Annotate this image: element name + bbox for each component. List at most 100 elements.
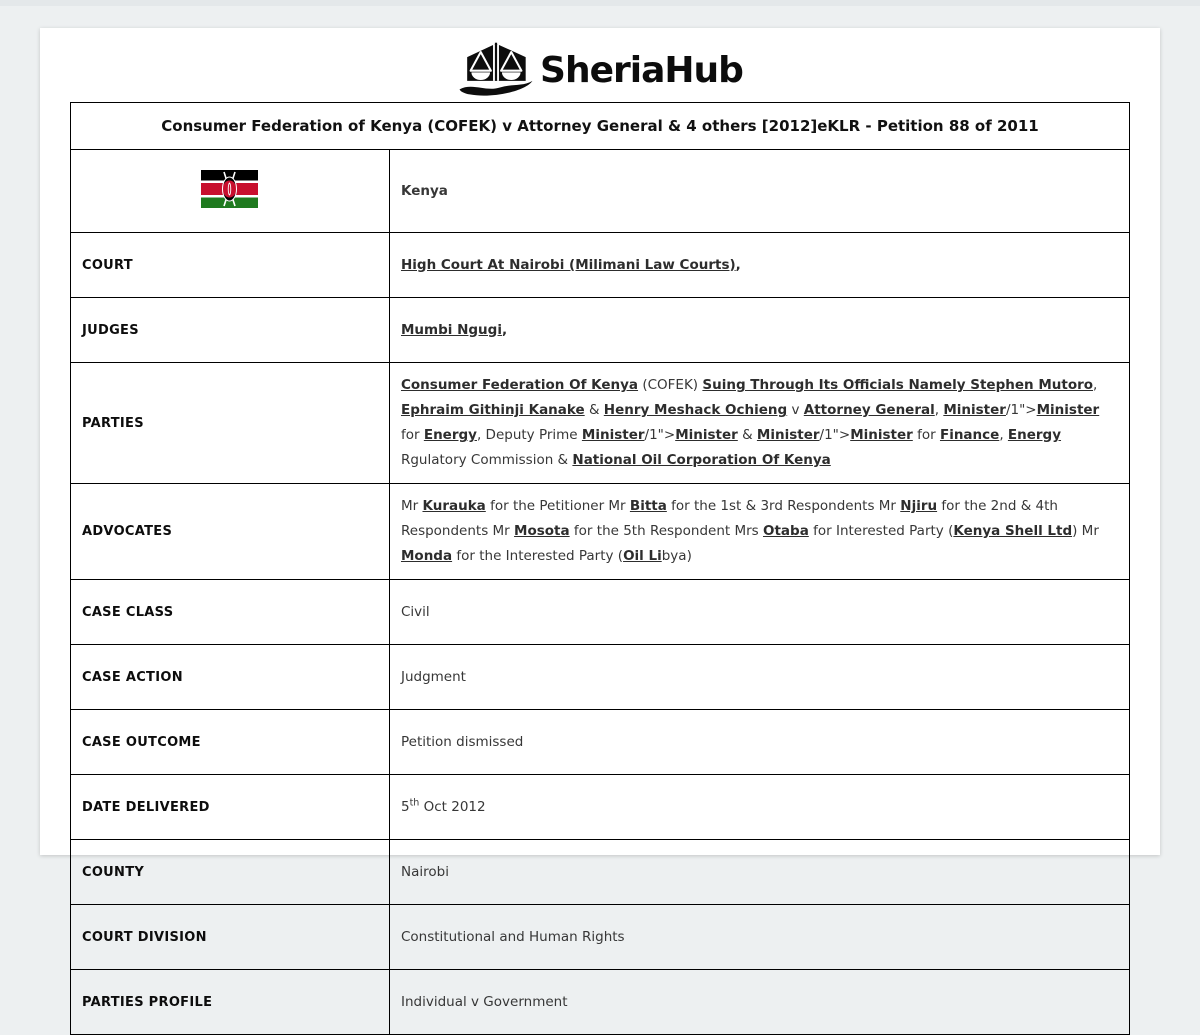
row-label: PARTIES xyxy=(69,362,390,484)
value-link[interactable]: Monda xyxy=(400,548,453,564)
value-text: for the 1st & 3rd Respondents Mr xyxy=(666,498,901,514)
bold-text: , xyxy=(501,321,508,338)
value-link[interactable]: Minister xyxy=(943,402,1006,418)
bold-text: , xyxy=(735,256,741,273)
value-text: for xyxy=(400,427,424,443)
row-value: High Court At Nairobi (Milimani Law Cour… xyxy=(388,232,1131,298)
value-link[interactable]: Consumer Federation Of Kenya xyxy=(400,377,639,393)
row-value: Individual v Government xyxy=(388,969,1131,1035)
table-row-court-division: COURT DIVISION Constitutional and Human R… xyxy=(69,904,1131,970)
row-label: COUNTY xyxy=(69,839,390,905)
row-label: JUDGES xyxy=(69,297,390,363)
value-link[interactable]: National Oil Corporation Of Kenya xyxy=(572,452,831,468)
row-value: Consumer Federation Of Kenya (COFEK) Sui… xyxy=(388,362,1131,484)
value-text: Oct 2012 xyxy=(419,798,486,815)
table-row-case-outcome: CASE OUTCOME Petition dismissed xyxy=(69,709,1131,775)
value-text: for Interested Party ( xyxy=(808,523,954,539)
row-value: Mumbi Ngugi, xyxy=(388,297,1131,363)
country-row: Kenya xyxy=(69,149,1131,233)
row-label: CASE ACTION xyxy=(69,644,390,710)
case-title-row: Consumer Federation of Kenya (COFEK) v A… xyxy=(69,102,1131,150)
value-link[interactable]: Energy xyxy=(1007,427,1062,443)
table-row-parties-profile: PARTIES PROFILE Individual v Government xyxy=(69,969,1131,1035)
value-link[interactable]: Mosota xyxy=(514,523,570,539)
table-row-judges: JUDGES Mumbi Ngugi, xyxy=(69,297,1131,363)
row-value: Nairobi xyxy=(388,839,1131,905)
table-row-advocates: ADVOCATES Mr Kurauka for the Petitioner M… xyxy=(69,483,1131,580)
value-text: 5 xyxy=(400,798,410,815)
value-text: , xyxy=(1093,377,1098,393)
value-text: /1"> xyxy=(644,427,676,443)
value-text: Petition dismissed xyxy=(400,733,524,750)
value-link[interactable]: Bitta xyxy=(629,498,667,514)
value-link[interactable]: Kenya Shell Ltd xyxy=(953,523,1073,539)
value-link[interactable]: Mumbi Ngugi xyxy=(400,321,502,338)
value-text: Judgment xyxy=(400,668,466,685)
row-label: COURT DIVISION xyxy=(69,904,390,970)
table-row-date-delivered: DATE DELIVERED 5th Oct 2012 xyxy=(69,774,1131,840)
value-link[interactable]: Minister xyxy=(581,427,645,443)
case-card: SheriaHub Consumer Federation of Kenya (… xyxy=(40,28,1160,1035)
value-text: , xyxy=(934,402,944,418)
row-value: Mr Kurauka for the Petitioner Mr Bitta f… xyxy=(388,483,1131,580)
value-link[interactable]: Oil Li xyxy=(623,548,662,564)
value-text: , Deputy Prime xyxy=(476,427,582,443)
row-label: DATE DELIVERED xyxy=(69,774,390,840)
value-link[interactable]: Otaba xyxy=(762,523,809,539)
brand-name: SheriaHub xyxy=(540,50,744,91)
value-text: /1"> xyxy=(1005,402,1037,418)
superscript-text: th xyxy=(409,797,420,808)
table-row-court: COURT High Court At Nairobi (Milimani Law… xyxy=(69,232,1131,298)
value-text: ) Mr xyxy=(1072,523,1099,539)
value-text: & xyxy=(584,402,604,418)
value-link[interactable]: Minister xyxy=(850,427,913,443)
value-text: (COFEK) xyxy=(638,377,703,393)
value-text: & xyxy=(737,427,757,443)
value-text: for the 5th Respondent Mrs xyxy=(569,523,763,539)
row-value: 5th Oct 2012 xyxy=(388,774,1131,840)
table-row-case-action: CASE ACTION Judgment xyxy=(69,644,1131,710)
value-link[interactable]: Minister xyxy=(1036,402,1100,418)
value-link[interactable]: Ephraim Githinji Kanake xyxy=(400,402,585,418)
value-text: for the Interested Party ( xyxy=(452,548,624,564)
kenya-flag-icon xyxy=(201,170,259,212)
row-label: CASE CLASS xyxy=(69,579,390,645)
value-link[interactable]: Minister xyxy=(675,427,738,443)
value-text: for the Petitioner Mr xyxy=(485,498,630,514)
brand-logo[interactable]: SheriaHub xyxy=(40,28,1160,99)
row-value: Judgment xyxy=(388,644,1131,710)
value-link[interactable]: Kurauka xyxy=(422,498,486,514)
value-text: v xyxy=(787,402,804,418)
value-text: Civil xyxy=(400,603,430,620)
value-link[interactable]: Energy xyxy=(423,427,477,443)
value-link[interactable]: High Court At Nairobi (Milimani Law Cour… xyxy=(400,256,736,273)
value-text: , xyxy=(999,427,1008,443)
scales-of-justice-boat-icon xyxy=(457,42,535,100)
value-link[interactable]: Suing Through Its Officials Namely Steph… xyxy=(702,377,1094,393)
value-text: Nairobi xyxy=(400,863,449,880)
case-title: Consumer Federation of Kenya (COFEK) v A… xyxy=(69,102,1131,150)
value-text: Mr xyxy=(400,498,423,514)
value-link[interactable]: Henry Meshack Ochieng xyxy=(603,402,788,418)
flag-cell xyxy=(69,149,390,233)
table-row-county: COUNTY Nairobi xyxy=(69,839,1131,905)
case-details-table: Consumer Federation of Kenya (COFEK) v A… xyxy=(69,102,1131,1035)
case-table-body: Consumer Federation of Kenya (COFEK) v A… xyxy=(69,102,1131,1035)
value-link[interactable]: Attorney General xyxy=(803,402,935,418)
table-row-parties: PARTIES Consumer Federation Of Kenya (COF… xyxy=(69,362,1131,484)
table-row-case-class: CASE CLASS Civil xyxy=(69,579,1131,645)
value-link[interactable]: Finance xyxy=(939,427,1000,443)
value-text: /1"> xyxy=(819,427,851,443)
value-text: Constitutional and Human Rights xyxy=(400,928,625,945)
row-label: COURT xyxy=(69,232,390,298)
value-link[interactable]: Minister xyxy=(756,427,820,443)
value-link[interactable]: Njiru xyxy=(900,498,938,514)
value-text: for the 2nd & 4th Respondents Mr xyxy=(400,498,1058,539)
page-top-strip xyxy=(0,0,1200,6)
value-text: bya) xyxy=(661,548,692,564)
row-label: CASE OUTCOME xyxy=(69,709,390,775)
value-text: for xyxy=(912,427,940,443)
country-name: Kenya xyxy=(388,149,1131,233)
row-label: ADVOCATES xyxy=(69,483,390,580)
row-value: Civil xyxy=(388,579,1131,645)
